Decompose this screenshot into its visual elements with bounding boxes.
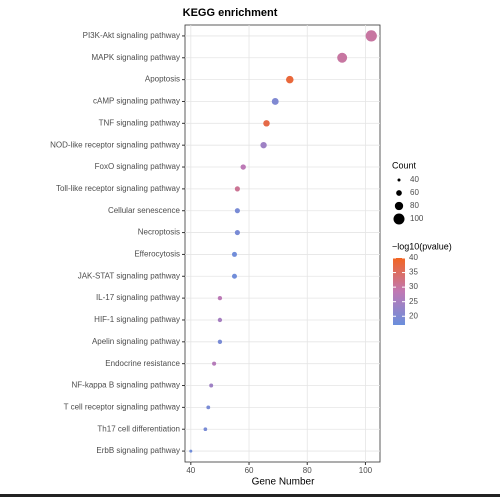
y-tick-label: ErbB signaling pathway xyxy=(96,446,180,455)
dot xyxy=(271,98,279,105)
dot xyxy=(234,208,240,214)
dot xyxy=(234,186,240,192)
y-tick-label: Apelin signaling pathway xyxy=(92,337,180,346)
y-tick-label: JAK-STAT signaling pathway xyxy=(78,271,180,280)
color-legend-label: 35 xyxy=(409,268,418,277)
size-legend-title: Count xyxy=(392,160,417,170)
x-tick-label: 100 xyxy=(359,466,373,475)
y-tick-label: Apoptosis xyxy=(145,75,180,84)
x-tick-label: 40 xyxy=(186,466,195,475)
plot-panel xyxy=(184,24,381,463)
color-legend-label: 20 xyxy=(409,311,418,320)
color-bar xyxy=(393,258,405,325)
y-tick-label: NOD-like receptor signaling pathway xyxy=(50,140,180,149)
size-legend-label: 40 xyxy=(410,175,419,184)
bottom-border xyxy=(0,494,500,497)
y-tick-label: HIF-1 signaling pathway xyxy=(94,315,180,324)
dot xyxy=(240,164,246,170)
x-tick-label: 80 xyxy=(303,466,312,475)
dot xyxy=(217,339,223,344)
dot xyxy=(189,449,193,453)
size-legend-dot xyxy=(393,213,405,225)
y-tick-label: Necroptosis xyxy=(138,228,180,237)
dot xyxy=(231,273,237,279)
y-tick-label: Toll-like receptor signaling pathway xyxy=(56,184,180,193)
dot xyxy=(212,361,217,366)
chart-title: KEGG enrichment xyxy=(183,7,278,19)
size-legend-label: 100 xyxy=(410,214,424,223)
y-tick-label: MAPK signaling pathway xyxy=(92,53,181,62)
dot xyxy=(263,120,270,127)
y-tick-label: T cell receptor signaling pathway xyxy=(64,402,180,411)
dot xyxy=(203,427,208,432)
size-legend-label: 60 xyxy=(410,188,419,197)
dot xyxy=(286,75,294,84)
color-legend-label: 25 xyxy=(409,297,418,306)
y-tick-label: PI3K-Akt signaling pathway xyxy=(83,31,180,40)
y-tick-label: TNF signaling pathway xyxy=(99,118,180,127)
color-legend-title: −log10(pvalue) xyxy=(392,241,452,251)
dot xyxy=(206,405,211,410)
dot xyxy=(217,295,223,301)
dot xyxy=(365,30,377,42)
y-tick-label: cAMP signaling pathway xyxy=(93,97,180,106)
dot xyxy=(260,142,267,149)
color-legend-label: 30 xyxy=(409,282,418,291)
dot xyxy=(231,251,237,257)
dot xyxy=(217,317,223,323)
y-tick-label: NF-kappa B signaling pathway xyxy=(71,381,180,390)
x-axis-title: Gene Number xyxy=(252,477,315,488)
size-legend-dot xyxy=(396,190,402,196)
y-tick-label: FoxO signaling pathway xyxy=(95,162,180,171)
x-tick-label: 60 xyxy=(245,466,254,475)
size-legend-label: 80 xyxy=(410,201,419,210)
y-tick-label: Cellular senescence xyxy=(108,206,181,215)
size-legend-dot xyxy=(394,201,404,211)
size-legend-dot xyxy=(397,178,401,182)
dot xyxy=(234,230,240,236)
y-tick-label: Endocrine resistance xyxy=(105,359,180,368)
color-legend-label: 40 xyxy=(409,253,418,262)
y-tick-label: Efferocytosis xyxy=(134,250,180,259)
dot xyxy=(337,52,348,63)
y-tick-label: IL-17 signaling pathway xyxy=(96,293,180,302)
dot xyxy=(209,383,214,388)
y-tick-label: Th17 cell differentiation xyxy=(97,424,180,433)
